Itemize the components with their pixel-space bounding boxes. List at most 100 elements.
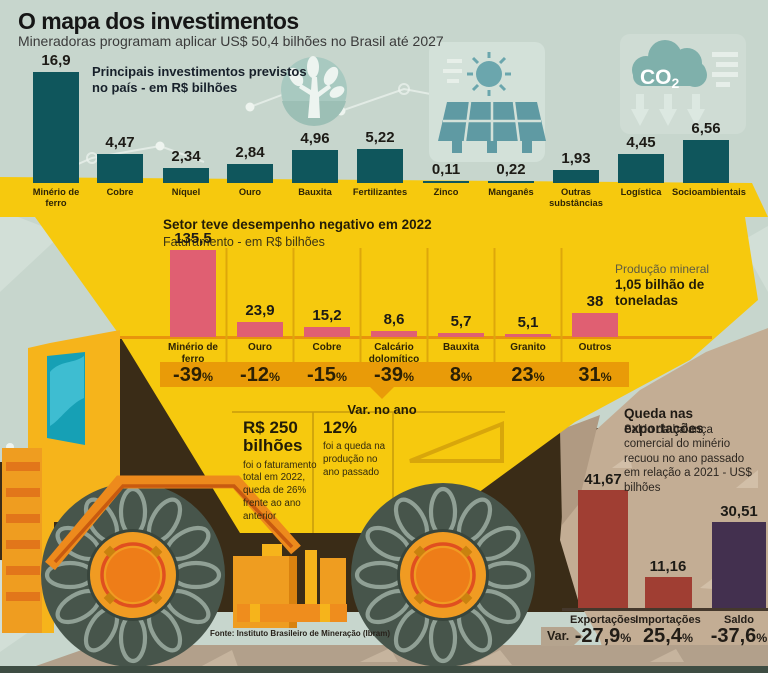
revenue-bar-label: Cobre (312, 342, 342, 353)
production-drop-headline: 12% (323, 418, 358, 437)
investment-bar (488, 181, 534, 183)
revenue-variation-value: 23% (511, 364, 545, 386)
investment-bar-value: 0,22 (496, 161, 526, 178)
revenue-bar (572, 313, 618, 337)
exports-bar-label: Importações (635, 614, 701, 626)
revenue-chart-subtitle: Faturamento - em R$ bilhões (163, 235, 325, 249)
page-title: O mapa dos investimentos (18, 8, 299, 34)
production-drop-callout: 12% foi a queda na produção no ano passa… (323, 418, 393, 480)
investment-bar (683, 140, 729, 183)
revenue-bar (505, 334, 551, 337)
revenue-bar (304, 327, 350, 337)
revenue-bar (438, 333, 484, 337)
investment-bar (618, 154, 664, 183)
production-note-value: 1,05 bilhão de toneladas (615, 277, 705, 309)
exports-bar (578, 490, 628, 609)
investment-bar-value: 5,22 (365, 129, 395, 146)
exports-bar-value: 41,67 (584, 471, 622, 488)
revenue-bar-value: 38 (586, 293, 604, 310)
revenue-bar-label: Granito (510, 342, 546, 353)
revenue-bar-label: Outros (578, 342, 612, 353)
investment-bar-value: 4,45 (626, 134, 656, 151)
revenue-bar-label: Calcário dolomítico (368, 342, 420, 365)
investment-bar-value: 2,34 (171, 148, 201, 165)
bottom-strip (0, 666, 768, 673)
variation-row-label: Var. no ano (347, 402, 417, 417)
investment-bar (357, 149, 403, 183)
revenue-bar-label: Ouro (248, 342, 272, 353)
exports-bar (712, 522, 766, 609)
bed-rib-detail (409, 421, 504, 463)
revenue-total-headline: R$ 250 bilhões (243, 418, 303, 456)
investment-bar-label: Minério de ferro (32, 187, 80, 208)
revenue-bar-value: 135,5 (174, 230, 212, 247)
revenue-variation-value: 8% (449, 364, 473, 386)
investment-bar (97, 154, 143, 183)
svg-text:CO2: CO2 (640, 66, 680, 91)
revenue-bar-label: Bauxita (442, 342, 480, 353)
investment-bar-value: 1,93 (561, 150, 591, 167)
revenue-chart-title: Setor teve desempenho negativo em 2022 (163, 217, 432, 232)
investment-bar-label: Zinco (433, 187, 459, 197)
exports-variation-value: 25,4% (643, 625, 693, 647)
investment-bar-value: 6,56 (691, 120, 721, 137)
front-fender-arch (45, 475, 301, 571)
revenue-total-body: foi o faturamento total em 2022, queda d… (243, 459, 317, 522)
revenue-bar (371, 331, 417, 337)
investment-bar-value: 2,84 (235, 144, 265, 161)
exports-bar-value: 11,16 (649, 558, 687, 575)
investment-bar (163, 168, 209, 183)
revenue-bar-value: 15,2 (312, 307, 342, 324)
exports-bar-label: Exportações (569, 614, 637, 626)
revenue-bar-value: 5,1 (517, 314, 539, 331)
investment-bar-label: Níquel (171, 187, 201, 197)
production-note-label: Produção mineral (615, 262, 710, 276)
investment-bar-label: Logística (620, 187, 662, 197)
investment-bar (553, 170, 599, 183)
exports-chart-subtitle: Saldo da balança comercial do minério re… (624, 424, 752, 494)
co2-cloud-icon: CO2 (620, 34, 746, 134)
revenue-bar (237, 322, 283, 337)
investment-bar (292, 150, 338, 183)
variation-tag: Var. (541, 627, 583, 646)
investment-bar-label: Socioambientais (672, 187, 746, 197)
investment-bar (33, 72, 79, 183)
revenue-bar-value: 5,7 (450, 313, 472, 330)
investment-bar-value: 0,11 (431, 161, 461, 178)
rear-wheel (351, 483, 535, 667)
variation-band (160, 362, 629, 387)
solar-panel-icon (429, 42, 546, 162)
revenue-variation-value: -39% (173, 364, 213, 386)
investment-bar-label: Manganês (488, 187, 534, 197)
revenue-variation-value: -12% (240, 364, 280, 386)
revenue-bar (170, 250, 216, 337)
exports-variation-value: -27,9% (574, 625, 632, 647)
investment-bar-value: 4,47 (105, 134, 135, 151)
exports-chart-title: Queda nas exportações (624, 406, 704, 436)
revenue-chart-separators (225, 248, 563, 362)
investment-bar-label: Bauxita (298, 187, 332, 197)
front-wheel (41, 483, 225, 667)
investment-bar-label: Fertilizantes (352, 187, 408, 197)
investment-bar (227, 164, 273, 183)
investment-bar-label: Cobre (106, 187, 134, 197)
revenue-chart-baseline (119, 336, 712, 339)
revenue-bar-label: Minério de ferro (167, 342, 218, 365)
production-drop-body: foi a queda na produção no ano passado (323, 441, 386, 478)
revenue-total-callout: R$ 250 bilhões foi o faturamento total e… (243, 418, 323, 523)
revenue-bar-value: 23,9 (245, 302, 275, 319)
page-subtitle: Mineradoras programam aplicar US$ 50,4 b… (18, 33, 444, 49)
investment-bar (423, 181, 469, 183)
investment-bar-value: 16,9 (41, 52, 71, 69)
tree-icon (281, 56, 347, 126)
exports-bar-label: Saldo (724, 614, 754, 626)
revenue-variation-value: -15% (307, 364, 347, 386)
revenue-variation-value: 31% (578, 364, 612, 386)
truck-tank-ladder (233, 544, 347, 628)
investment-bar-label: Ouro (238, 187, 262, 197)
variation-band-pointer (370, 387, 394, 399)
exports-bar-value: 30,51 (720, 503, 758, 520)
exports-bar (644, 577, 692, 609)
